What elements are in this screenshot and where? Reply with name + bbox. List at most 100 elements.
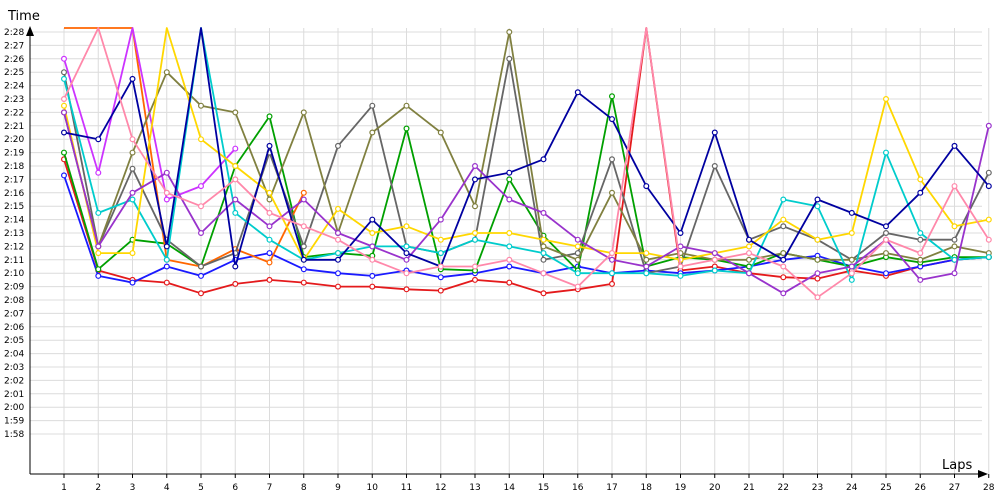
data-point [814, 275, 821, 282]
data-point [917, 250, 924, 257]
y-tick-label: 2:18 [4, 162, 24, 172]
axes: Time Laps [7, 9, 988, 478]
data-point [232, 176, 239, 183]
data-point [369, 272, 376, 279]
data-point [917, 189, 924, 196]
data-point [300, 189, 307, 196]
y-tick-label: 2:02 [4, 376, 24, 386]
data-point [848, 230, 855, 237]
data-point [198, 183, 205, 190]
data-point [198, 203, 205, 210]
series-line [63, 112, 990, 295]
data-point [266, 236, 273, 243]
series-line [63, 175, 989, 284]
x-tick-label: 15 [538, 483, 549, 493]
data-point [300, 243, 307, 250]
data-point [437, 250, 444, 257]
data-point [882, 236, 889, 243]
data-point [60, 172, 67, 179]
data-point [506, 169, 513, 176]
x-tick-label: 10 [367, 483, 379, 493]
data-point [403, 125, 410, 132]
data-point [951, 243, 958, 250]
data-point [437, 263, 444, 270]
x-tick-label: 27 [949, 483, 960, 493]
data-point [951, 256, 958, 263]
series-10 [60, 109, 992, 297]
data-point [506, 176, 513, 183]
data-point [335, 250, 342, 257]
data-point [608, 156, 615, 163]
data-point [437, 236, 444, 243]
data-point [506, 256, 513, 263]
data-point [506, 243, 513, 250]
x-tick-label: 19 [675, 483, 687, 493]
data-point [60, 95, 67, 102]
data-point [985, 216, 992, 223]
x-tick-label: 8 [301, 483, 307, 493]
y-tick-label: 2:03 [4, 363, 24, 373]
data-point [711, 129, 718, 136]
data-point [882, 230, 889, 237]
data-point [540, 209, 547, 216]
data-point [814, 236, 821, 243]
series-line [63, 31, 989, 261]
data-point [403, 256, 410, 263]
y-tick-label: 2:00 [4, 403, 24, 413]
x-tick-label: 5 [198, 483, 204, 493]
x-tick-label: 1 [61, 483, 67, 493]
data-point [437, 274, 444, 281]
data-point [848, 209, 855, 216]
data-point [369, 256, 376, 263]
data-point [540, 250, 547, 257]
data-point [232, 263, 239, 270]
data-point [95, 272, 102, 279]
y-tick-label: 2:20 [4, 135, 24, 145]
data-point [232, 209, 239, 216]
data-point [266, 209, 273, 216]
data-point [60, 75, 67, 82]
data-point [882, 250, 889, 257]
data-point [780, 196, 787, 203]
x-tick-label: 25 [880, 483, 891, 493]
data-point [198, 290, 205, 297]
data-point [711, 250, 718, 257]
data-point [848, 256, 855, 263]
data-point [437, 216, 444, 223]
data-point [745, 250, 752, 257]
data-point [335, 205, 342, 212]
data-point [506, 279, 513, 286]
data-point [745, 236, 752, 243]
series-12 [60, 27, 992, 301]
data-point [780, 216, 787, 223]
y-tick-label: 2:15 [4, 202, 24, 212]
x-tick-label: 22 [778, 483, 789, 493]
data-point [163, 243, 170, 250]
x-axis-arrow [978, 470, 988, 478]
data-point [95, 136, 102, 143]
data-point [163, 196, 170, 203]
data-point [643, 250, 650, 257]
data-point [300, 266, 307, 273]
data-point [882, 95, 889, 102]
data-point [403, 102, 410, 109]
data-point [403, 223, 410, 230]
data-point [472, 276, 479, 283]
data-point [198, 263, 205, 270]
data-point [711, 256, 718, 263]
data-point [574, 283, 581, 290]
y-tick-label: 2:12 [4, 242, 24, 252]
data-point [129, 75, 136, 82]
data-point [472, 236, 479, 243]
series-line [64, 27, 305, 268]
y-tick-label: 2:25 [4, 68, 24, 78]
data-point [917, 256, 924, 263]
data-point [300, 223, 307, 230]
data-point [369, 243, 376, 250]
data-point [335, 283, 342, 290]
series-line [63, 57, 990, 275]
data-point [540, 156, 547, 163]
data-point [129, 250, 136, 257]
x-tick-label: 28 [983, 483, 995, 493]
